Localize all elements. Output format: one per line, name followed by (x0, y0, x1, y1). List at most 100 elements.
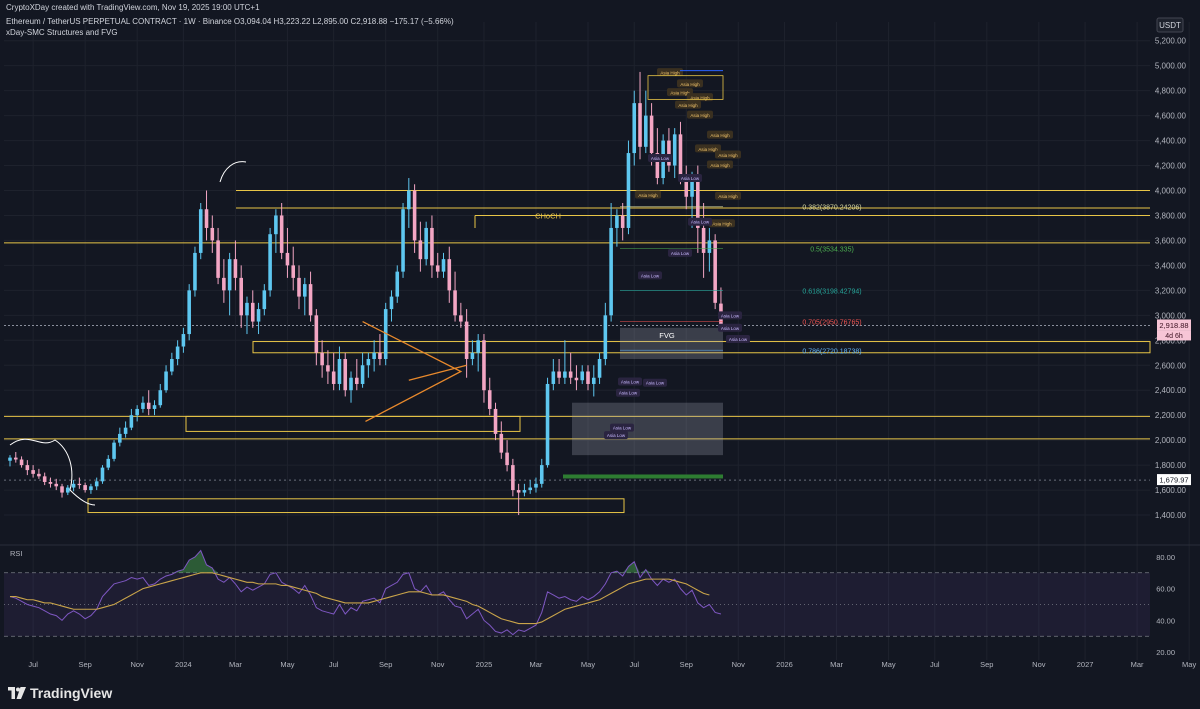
candle-body[interactable] (568, 371, 573, 378)
candle-body[interactable] (19, 459, 24, 466)
candle-body[interactable] (141, 402, 145, 409)
candle-body[interactable] (574, 377, 579, 381)
candle-body[interactable] (644, 115, 648, 147)
candle-body[interactable] (493, 408, 498, 434)
candle-body[interactable] (672, 134, 677, 166)
candle-body[interactable] (713, 240, 717, 303)
candle-body[interactable] (557, 371, 561, 378)
candle-body[interactable] (551, 371, 556, 384)
candle-body[interactable] (667, 140, 671, 166)
candle-body[interactable] (89, 486, 93, 491)
candle-body[interactable] (343, 359, 348, 391)
candle-body[interactable] (106, 458, 111, 468)
candle-body[interactable] (360, 365, 365, 384)
candle-body[interactable] (94, 481, 99, 487)
candle-body[interactable] (187, 290, 191, 335)
candle-body[interactable] (609, 227, 613, 316)
candle-body[interactable] (308, 284, 313, 316)
candle-body[interactable] (464, 321, 469, 360)
candle-body[interactable] (482, 340, 486, 391)
candle-body[interactable] (655, 153, 660, 179)
price-chart[interactable]: 0.382(3870.24206) 0.5(3534.335) 0.618(3198… (0, 0, 1200, 680)
candle-body[interactable] (152, 405, 157, 409)
candle-body[interactable] (250, 302, 255, 322)
candle-body[interactable] (129, 415, 134, 428)
candle-body[interactable] (291, 265, 296, 278)
candle-body[interactable] (389, 296, 394, 310)
candle-body[interactable] (314, 315, 319, 353)
candle-body[interactable] (684, 178, 689, 197)
candle-body[interactable] (262, 290, 267, 310)
candle-body[interactable] (175, 346, 180, 360)
candle-body[interactable] (690, 178, 694, 197)
candle-body[interactable] (372, 352, 376, 360)
candle-body[interactable] (337, 359, 342, 384)
candle-body[interactable] (430, 227, 434, 266)
candle-body[interactable] (534, 483, 538, 488)
candle-body[interactable] (701, 227, 706, 253)
candle-body[interactable] (580, 371, 585, 381)
candle-body[interactable] (245, 302, 249, 316)
candle-body[interactable] (470, 352, 475, 360)
candle-body[interactable] (632, 103, 637, 154)
candle-body[interactable] (476, 340, 480, 353)
candle-body[interactable] (302, 284, 307, 297)
candle-body[interactable] (146, 402, 151, 409)
candle-body[interactable] (355, 377, 359, 384)
candle-body[interactable] (615, 215, 619, 228)
candle-body[interactable] (216, 240, 220, 278)
candle-body[interactable] (158, 390, 163, 406)
candle-body[interactable] (112, 442, 116, 459)
candle-body[interactable] (459, 315, 463, 322)
candle-body[interactable] (135, 408, 139, 416)
candle-body[interactable] (48, 481, 53, 484)
candle-body[interactable] (268, 234, 272, 291)
candle-body[interactable] (285, 252, 290, 266)
candle-body[interactable] (412, 190, 417, 241)
candle-body[interactable] (181, 334, 186, 347)
candle-body[interactable] (279, 215, 284, 253)
candle-body[interactable] (591, 377, 596, 384)
candle-body[interactable] (620, 215, 625, 228)
candle-body[interactable] (453, 290, 457, 316)
candle-body[interactable] (66, 487, 70, 493)
candle-body[interactable] (37, 473, 41, 477)
candle-body[interactable] (164, 371, 168, 391)
candle-body[interactable] (563, 371, 567, 378)
candle-body[interactable] (649, 115, 654, 154)
candle-body[interactable] (170, 359, 174, 372)
candle-body[interactable] (77, 483, 82, 486)
candle-body[interactable] (441, 259, 446, 272)
candle-body[interactable] (424, 227, 428, 260)
candle-body[interactable] (383, 309, 388, 360)
candle-body[interactable] (511, 465, 515, 491)
candle-body[interactable] (71, 483, 76, 488)
candle-body[interactable] (407, 190, 411, 210)
candle-body[interactable] (603, 315, 608, 360)
candle-body[interactable] (696, 178, 700, 228)
candle-body[interactable] (418, 240, 423, 260)
candle-body[interactable] (487, 390, 492, 409)
candle-body[interactable] (83, 485, 87, 491)
candle-body[interactable] (42, 476, 47, 482)
candle-body[interactable] (626, 153, 631, 228)
candle-body[interactable] (378, 352, 382, 360)
candle-body[interactable] (326, 365, 330, 372)
candle-body[interactable] (516, 490, 521, 493)
candle-body[interactable] (586, 371, 590, 384)
candle-body[interactable] (54, 483, 59, 487)
candle-body[interactable] (638, 103, 642, 147)
candle-body[interactable] (222, 277, 226, 291)
candle-body[interactable] (678, 134, 683, 179)
candle-body[interactable] (349, 377, 353, 391)
candle-body[interactable] (499, 433, 504, 453)
candle-body[interactable] (528, 487, 532, 491)
candle-body[interactable] (100, 467, 105, 482)
candle-body[interactable] (233, 259, 238, 278)
candle-body[interactable] (204, 209, 209, 228)
candle-body[interactable] (210, 227, 215, 241)
candle-body[interactable] (193, 252, 197, 291)
candle-body[interactable] (401, 209, 405, 272)
candle-body[interactable] (395, 271, 400, 297)
candle-body[interactable] (597, 359, 602, 378)
